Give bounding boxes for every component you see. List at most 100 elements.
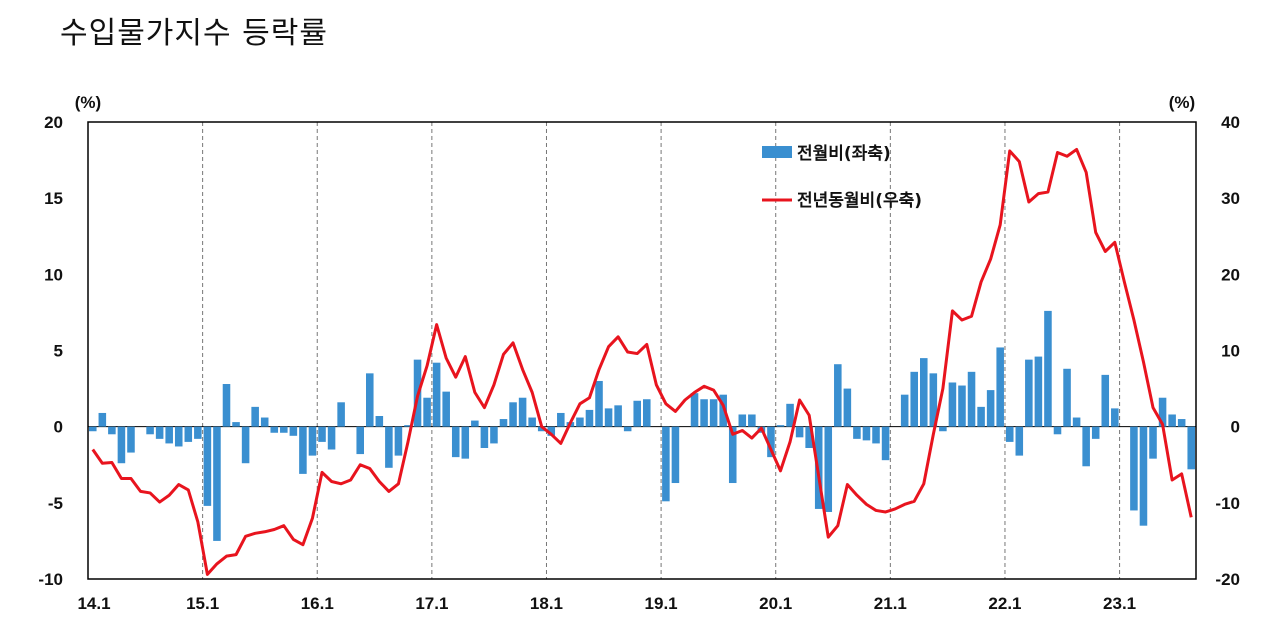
bar bbox=[499, 419, 508, 427]
left-tick-label: 15 bbox=[44, 189, 63, 208]
bar bbox=[232, 422, 240, 427]
bar bbox=[690, 393, 699, 427]
bar bbox=[1158, 397, 1167, 427]
bar bbox=[461, 426, 470, 459]
bar bbox=[1015, 426, 1024, 456]
bar bbox=[795, 426, 804, 438]
bar bbox=[174, 426, 183, 447]
bar bbox=[260, 417, 269, 427]
right-tick-label: 40 bbox=[1221, 113, 1240, 132]
bar bbox=[1053, 426, 1062, 435]
bar bbox=[308, 426, 317, 456]
bar bbox=[824, 426, 833, 512]
bar bbox=[805, 426, 813, 448]
bar bbox=[480, 426, 489, 448]
x-tick-label: 17.1 bbox=[415, 594, 448, 613]
bar bbox=[194, 426, 202, 439]
bar bbox=[1139, 426, 1148, 526]
left-tick-label: 0 bbox=[54, 418, 63, 437]
bar bbox=[165, 426, 173, 444]
bar bbox=[509, 402, 517, 427]
left-tick-label: 5 bbox=[54, 342, 63, 361]
bar bbox=[700, 399, 708, 427]
bar bbox=[146, 426, 154, 435]
bar bbox=[728, 426, 737, 484]
bar bbox=[1101, 374, 1110, 427]
bar bbox=[108, 426, 116, 435]
bar bbox=[929, 373, 938, 427]
bar bbox=[719, 394, 727, 427]
bar bbox=[337, 402, 345, 427]
bar bbox=[423, 397, 431, 427]
bar bbox=[547, 426, 556, 436]
bar bbox=[127, 426, 135, 453]
bar bbox=[986, 390, 995, 427]
axis-ticks: 20 15 10 5 0 -5 -10 40 30 20 10 0 -10 -20 14.1 15.1 16.1… bbox=[38, 113, 1240, 613]
bar bbox=[270, 426, 279, 433]
bar bbox=[251, 406, 259, 427]
bar bbox=[1111, 408, 1119, 427]
bar bbox=[939, 426, 947, 432]
bar bbox=[1091, 426, 1100, 439]
x-tick-label: 15.1 bbox=[186, 594, 219, 613]
bar bbox=[1168, 414, 1176, 427]
bar bbox=[977, 406, 985, 427]
bar bbox=[900, 394, 909, 427]
bar bbox=[633, 400, 641, 427]
bar bbox=[623, 426, 632, 432]
bar bbox=[318, 426, 326, 442]
bar bbox=[1187, 426, 1195, 470]
bar bbox=[585, 409, 594, 427]
right-tick-label: 0 bbox=[1231, 418, 1240, 437]
x-tick-label: 21.1 bbox=[874, 594, 907, 613]
bar bbox=[1072, 417, 1081, 427]
x-tick-label: 20.1 bbox=[759, 594, 792, 613]
bar bbox=[222, 384, 231, 427]
bar bbox=[738, 414, 747, 427]
bar bbox=[356, 426, 364, 455]
bar bbox=[203, 426, 212, 506]
bar bbox=[1082, 426, 1090, 467]
bar bbox=[490, 426, 498, 444]
chart-title: 수입물가지수 등락률 bbox=[60, 16, 328, 51]
bar bbox=[920, 358, 928, 427]
left-tick-label: -10 bbox=[38, 570, 63, 589]
right-tick-label: 30 bbox=[1221, 189, 1240, 208]
bar bbox=[528, 417, 536, 427]
bar bbox=[1177, 419, 1186, 427]
bar bbox=[643, 399, 651, 427]
bar bbox=[280, 426, 288, 433]
bar bbox=[327, 426, 336, 450]
line-series bbox=[91, 147, 1193, 576]
bar bbox=[1034, 356, 1043, 427]
bar bbox=[709, 399, 718, 427]
bar bbox=[98, 412, 107, 427]
bar bbox=[872, 426, 880, 444]
bar bbox=[967, 371, 976, 427]
bar bbox=[948, 382, 957, 427]
bar bbox=[117, 426, 126, 464]
right-tick-label: 10 bbox=[1221, 342, 1240, 361]
bar bbox=[834, 364, 842, 427]
bar bbox=[1025, 359, 1033, 427]
x-tick-label: 14.1 bbox=[77, 594, 110, 613]
bar bbox=[595, 380, 603, 427]
plot-frame bbox=[87, 121, 1197, 580]
legend: 전월비(좌축) 전년동월비(우축) bbox=[762, 144, 922, 211]
right-tick-label: -10 bbox=[1215, 494, 1240, 513]
left-axis-unit: (%) bbox=[75, 93, 101, 112]
bar bbox=[1005, 426, 1014, 442]
bar bbox=[786, 403, 794, 427]
legend-bar-swatch bbox=[762, 146, 792, 158]
bar bbox=[862, 426, 871, 441]
bar bbox=[843, 388, 852, 427]
bar bbox=[662, 426, 670, 502]
bar bbox=[155, 426, 164, 439]
line-path bbox=[91, 147, 1193, 576]
right-tick-label: 20 bbox=[1221, 265, 1240, 284]
bar bbox=[404, 425, 412, 427]
bar bbox=[853, 426, 861, 439]
bar bbox=[576, 417, 584, 427]
bar bbox=[881, 426, 890, 461]
